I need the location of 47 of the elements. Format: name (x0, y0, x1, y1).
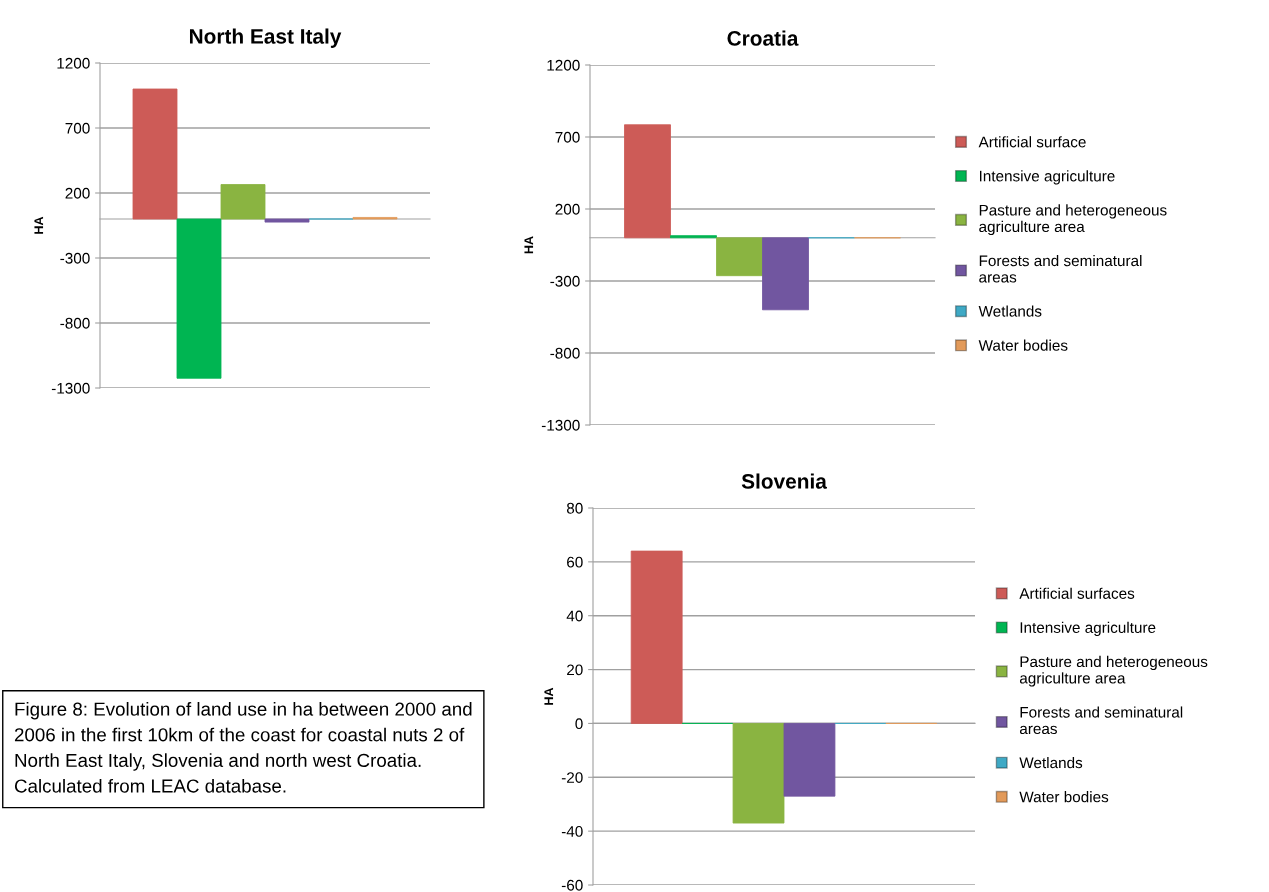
legend-label: Intensive agriculture (1020, 621, 1156, 637)
legend-label: Pasture and heterogeneous agriculture area (1019, 655, 1208, 687)
y-tick-label: 1200 (547, 59, 580, 71)
y-tick-label: 200 (65, 187, 90, 199)
y-tick-label: -1300 (51, 382, 90, 394)
y-tick-label: -300 (550, 275, 580, 287)
y-tick-label: -40 (561, 826, 583, 837)
y-tick-label: 200 (555, 203, 580, 215)
legend-label: Forests and seminatural areas (1019, 706, 1183, 735)
legend-label: Water bodies (1019, 791, 1109, 803)
chart-title: Slovenia (741, 473, 827, 489)
bar (762, 237, 809, 311)
bar (220, 184, 266, 220)
legend-label: Pasture and heterogeneous agriculture area (979, 204, 1167, 236)
y-tick-label: 0 (575, 718, 583, 730)
y-tick-label: -800 (550, 347, 580, 359)
bar (264, 218, 310, 223)
chart-title: Croatia (727, 30, 799, 46)
legend-label: Artificial surface (978, 136, 1086, 148)
y-tick-label: -60 (561, 879, 583, 891)
legend-label: Wetlands (1019, 756, 1083, 769)
y-tick-label: -1300 (541, 419, 580, 431)
legend-label: Intensive agriculture (979, 170, 1115, 185)
y-tick-label: 20 (567, 664, 583, 676)
legend-label: Wetlands (978, 305, 1042, 317)
y-tick-label: 40 (566, 610, 583, 622)
legend-label: Water bodies (978, 339, 1068, 351)
y-tick-label: -300 (60, 252, 90, 264)
y-tick-label: 1200 (57, 57, 90, 69)
y-tick-label: 80 (566, 502, 583, 514)
y-tick-label: 700 (555, 131, 580, 143)
y-tick-label: 700 (65, 122, 90, 134)
bar (176, 218, 222, 379)
y-axis-title: HA (34, 216, 44, 234)
bar (624, 124, 671, 239)
legend-label: Forests and seminatural areas (979, 254, 1142, 283)
y-axis-title: HA (524, 236, 534, 254)
legend-label: Artificial surfaces (1019, 587, 1135, 599)
y-tick-label: -800 (60, 317, 90, 329)
caption: Figure 8: Evolution of land use in ha between 2000 and 2006 in the first 10km of the coast for coastal nuts 2 of North East Italy, Slovenia and north west Croatia. Calculated from LEAC database. (14, 702, 472, 793)
bar (132, 88, 178, 220)
y-tick-label: -20 (561, 772, 583, 783)
y-axis-title: HA (544, 687, 554, 705)
chart-title: North East Italy (189, 28, 342, 48)
bar (716, 237, 763, 277)
bar (670, 235, 717, 239)
y-tick-label: 60 (567, 556, 583, 568)
